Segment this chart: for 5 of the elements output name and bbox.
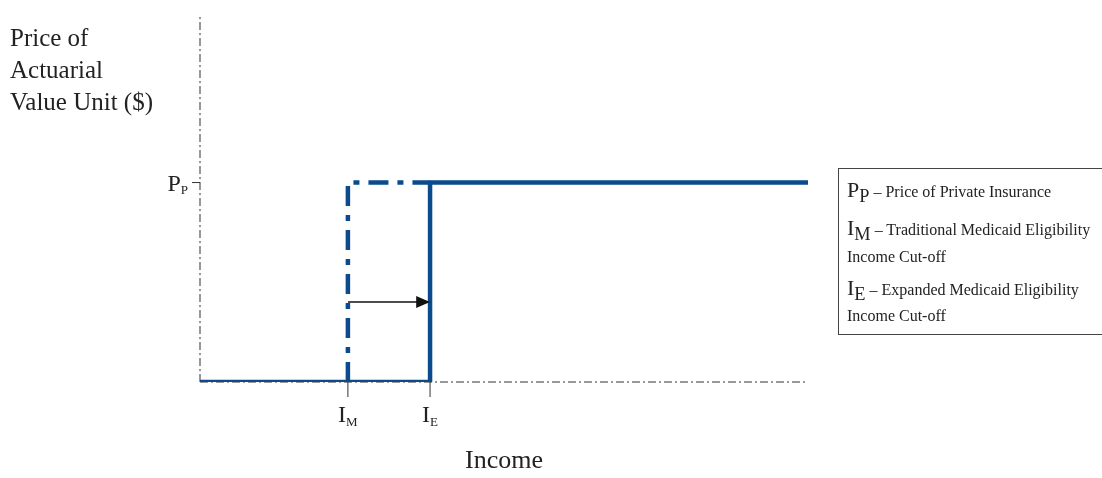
x-axis-title: Income bbox=[465, 445, 543, 474]
text: I$_{M}$ – Traditional Medicaid Eligibility Income Cut-off bbox=[847, 215, 1092, 267]
y-axis-title: Price of Actuarial Value Unit ($) bbox=[10, 23, 155, 117]
text: P$_{P}$ – Price of Private Insurance bbox=[847, 177, 1053, 208]
text: I$_{E}$ – Expanded Medicaid Eligibility Income Cut-off bbox=[847, 274, 1080, 327]
